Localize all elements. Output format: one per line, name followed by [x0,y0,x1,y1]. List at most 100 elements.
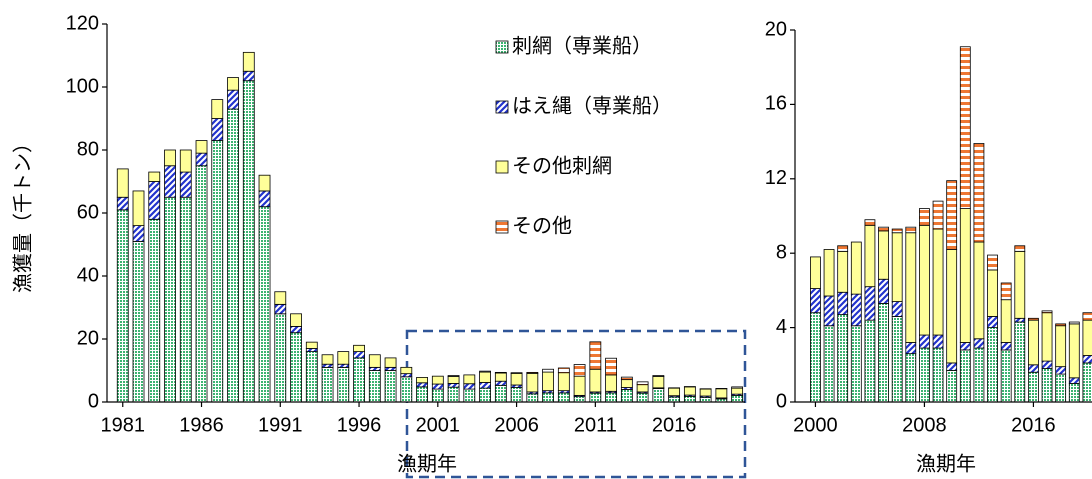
x-tick-label: 1986 [179,414,224,436]
bar-segment [850,325,862,403]
bar-segment [837,314,849,403]
bar-segment [589,368,602,393]
bar-segment [605,357,617,376]
bar-segment [290,313,302,327]
bar-segment [589,341,602,370]
bar-segment [337,363,350,368]
bar-segment [479,371,491,383]
bar-segment [479,370,491,373]
bar-segment [1068,321,1080,325]
bar-segment [447,375,460,377]
bar-segment [823,295,835,327]
bar-segment [510,387,523,403]
bar-segment [494,380,507,386]
bar-segment [274,291,287,305]
bar-segment [731,387,744,395]
x-tick-label: 1996 [337,414,382,436]
bar-segment [683,386,696,396]
bar-segment [636,392,649,403]
bar-segment [179,149,192,173]
bar-segment [699,396,712,403]
bar-segment [463,383,476,390]
bar-segment [510,372,523,374]
bar-segment [652,375,665,377]
bar-segment [959,342,971,351]
x-axis-title: 漁期年 [916,452,976,475]
bar-segment [494,384,507,403]
x-tick-label: 2011 [574,414,617,436]
bar-segment [321,366,334,403]
y-tick-label: 60 [77,201,99,223]
bar-segment [1082,319,1092,356]
legend-label: その他 [512,214,572,237]
bar-segment [837,245,849,252]
bar-segment [573,375,586,396]
legend-swatch [495,100,509,114]
bar-segment [164,165,176,198]
bar-segment [1028,319,1039,366]
bar-segment [683,395,696,403]
bar-segment [837,250,849,293]
bar-segment [400,366,413,375]
bar-segment [589,392,602,403]
bar-segment [1068,382,1080,403]
y-tick-label: 12 [765,167,787,189]
bar-segment [987,254,998,271]
bar-segment [258,174,271,192]
bar-segment [973,338,985,349]
bar-segment [1055,366,1067,375]
bar-segment [605,392,617,403]
bar-segment [416,386,428,403]
x-tick-label: 1991 [258,414,303,436]
x-tick-label: 2000 [793,414,838,436]
bar-segment [905,353,917,403]
bar-segment [891,232,903,302]
bar-segment [823,325,835,403]
bar-segment [850,241,862,295]
bar-segment [946,180,958,250]
bar-segment [258,206,271,403]
bar-segment [932,347,944,403]
x-tick-label: 2001 [416,414,461,436]
bar-segment [1082,355,1092,364]
bar-segment [573,396,586,403]
bar-segment [400,373,413,378]
bar-segment [620,379,633,388]
bar-segment [290,332,302,403]
bar-segment [463,374,476,385]
bar-segment [195,165,208,403]
bar-segment [1041,312,1053,362]
bar-segment [368,354,381,368]
bar-segment [526,393,539,403]
bar-segment [1068,377,1080,384]
bar-segment [494,371,507,374]
bar-segment [1000,299,1012,343]
bar-segment [959,208,971,343]
bar-segment [305,348,318,353]
legend-swatch [495,160,509,174]
bar-segment [321,354,334,365]
x-tick-label: 1981 [101,414,146,436]
bar-segment [211,99,224,119]
bar-segment [919,208,930,226]
bar-segment [353,357,365,403]
y-tick-label: 4 [776,316,787,338]
y-tick-label: 0 [88,390,99,412]
bar-segment [164,149,176,167]
y-tick-label: 40 [77,264,99,286]
bar-segment [242,80,255,403]
bar-segment [227,89,239,110]
bar-segment [891,316,903,403]
bar-segment [305,341,318,349]
bar-segment [987,316,998,329]
legend-swatch [495,40,509,54]
bar-segment [850,293,862,327]
bar-segment [1082,362,1092,403]
bar-segment [479,387,491,403]
y-tick-label: 100 [66,75,99,97]
bar-segment [463,388,476,403]
bar-segment [1028,364,1039,373]
bar-segment [557,392,570,403]
bar-segment [919,347,930,403]
